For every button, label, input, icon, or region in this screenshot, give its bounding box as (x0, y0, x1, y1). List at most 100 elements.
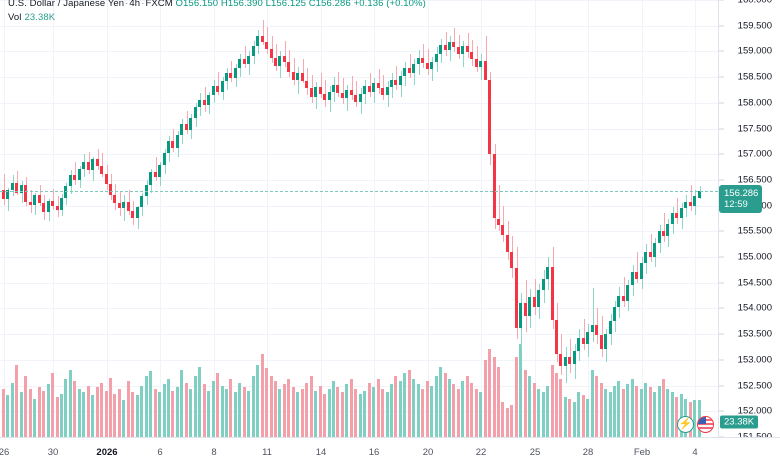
price-axis-label: 155.000 (737, 251, 772, 263)
volume-bar (452, 384, 455, 437)
candle-body (154, 172, 157, 178)
legend-separator-1: · (125, 0, 129, 9)
price-axis[interactable]: 160.000 159.500 159.000 158.500 158.000 157.5… (718, 0, 780, 443)
candle-body (466, 46, 469, 53)
candle-body (662, 231, 665, 237)
price-gridline (0, 128, 718, 130)
volume-bar (47, 384, 50, 437)
volume-bar (345, 384, 348, 437)
candle-body (653, 242, 656, 258)
candle-body (243, 59, 246, 65)
volume-bar (408, 369, 411, 437)
corner-badge-group: ⚡ (677, 416, 714, 433)
volume-bar (644, 382, 647, 437)
volume-bar (91, 395, 94, 437)
price-axis-tick (719, 282, 724, 284)
legend-symbol-row[interactable]: U.S. Dollar / Japanese Yen·4h·FXCM O156.… (8, 0, 426, 9)
lightning-glyph: ⚡ (678, 418, 693, 430)
candle-body (412, 64, 415, 73)
candle-body (234, 67, 237, 79)
exchange-label[interactable]: FXCM (145, 0, 173, 9)
ohlc-close: C156.286 (308, 0, 351, 9)
candle-body (292, 71, 295, 80)
price-gridline (0, 231, 718, 233)
legend-volume-row[interactable]: Vol 23.38K (8, 12, 426, 23)
symbol-name[interactable]: U.S. Dollar / Japanese Yen (8, 0, 125, 9)
candle-body (15, 182, 18, 193)
volume-bar (113, 393, 116, 437)
chart-plot-area[interactable] (0, 0, 718, 437)
candle-body (501, 225, 504, 236)
time-axis-label: 16 (368, 447, 380, 458)
volume-bar (430, 385, 433, 437)
price-axis-tick (719, 307, 724, 309)
candle-wick (481, 53, 482, 80)
volume-bar (301, 388, 304, 437)
volume-bar (488, 348, 491, 437)
volume-bar (377, 379, 380, 437)
volume-bar (551, 364, 554, 437)
volume-bar (626, 384, 629, 437)
candle-body (622, 295, 625, 301)
time-axis[interactable]: 26 30 2026 6 8 11 14 16 20 22 25 28 Feb 4 (0, 437, 780, 470)
candle-wick (379, 69, 380, 94)
time-axis-label: 26 (0, 447, 10, 458)
volume-bar (176, 387, 179, 437)
volume-bar (546, 385, 549, 437)
candle-body (350, 89, 353, 96)
price-gridline (0, 25, 718, 27)
volume-bar (372, 387, 375, 437)
candle-body (577, 338, 580, 351)
time-gridline (695, 0, 696, 437)
current-price-badge[interactable]: 156.286 12:59 (720, 185, 762, 212)
candle-body (296, 73, 299, 80)
candle-body (372, 83, 375, 92)
lightning-icon[interactable]: ⚡ (677, 416, 694, 433)
candle-body (261, 35, 264, 43)
volume-bar (666, 388, 669, 437)
us-flag-icon[interactable] (697, 416, 714, 433)
price-axis-tick (719, 76, 724, 78)
candle-body (2, 190, 5, 200)
price-axis-label: 155.500 (737, 225, 772, 237)
candle-body (390, 79, 393, 88)
volume-bar (69, 369, 72, 437)
price-gridline (0, 0, 718, 1)
volume-value-badge[interactable]: 23.38K (720, 415, 759, 429)
volume-bar (591, 369, 594, 437)
time-gridline (374, 0, 375, 437)
time-gridline (267, 0, 268, 437)
volume-bar (180, 369, 183, 437)
current-price-time: 12:59 (724, 198, 748, 210)
current-price-value: 156.286 (724, 187, 759, 199)
price-gridline (0, 51, 718, 53)
candle-body (684, 201, 687, 209)
candle-body (377, 83, 380, 89)
volume-bar (60, 393, 63, 437)
volume-bar (216, 372, 219, 437)
interval-label[interactable]: 4h (129, 0, 141, 9)
candle-wick (454, 28, 455, 53)
price-gridline (0, 205, 718, 207)
time-axis-label: 22 (475, 447, 487, 458)
volume-bar (461, 380, 464, 437)
candle-body (675, 213, 678, 219)
candle-body (484, 60, 487, 80)
volume-bar (354, 388, 357, 437)
volume-bar (296, 392, 299, 437)
candle-body (332, 84, 335, 92)
time-gridline (214, 0, 215, 437)
candle-body (573, 350, 576, 364)
candle-body (519, 303, 522, 328)
candle-body (198, 100, 201, 107)
candle-body (435, 53, 438, 62)
candle-body (78, 168, 81, 180)
volume-bar (11, 382, 14, 437)
price-axis-label: 157.000 (737, 148, 772, 160)
candle-body (658, 231, 661, 243)
candle-body (109, 184, 112, 196)
volume-bar (493, 356, 496, 437)
candle-body (444, 45, 447, 51)
volume-bar (658, 385, 661, 437)
price-axis-label: 156.500 (737, 174, 772, 186)
